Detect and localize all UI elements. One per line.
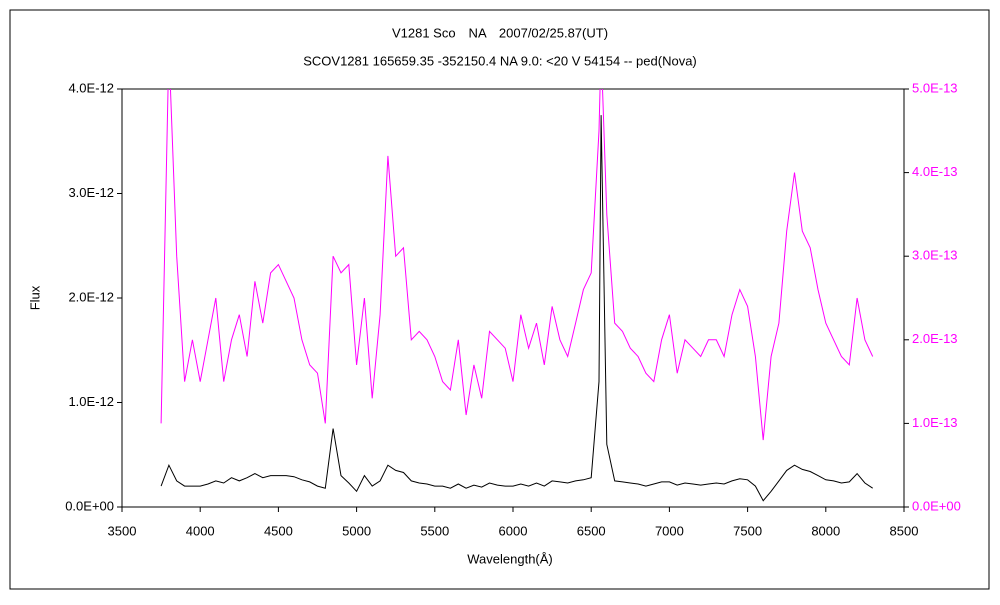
x-tick-label: 7500: [733, 523, 762, 538]
x-tick-label: 4500: [264, 523, 293, 538]
x-tick-label: 3500: [108, 523, 137, 538]
x-tick-label: 6500: [577, 523, 606, 538]
y2-tick-label: 3.0E-13: [912, 248, 958, 263]
x-tick-label: 6000: [499, 523, 528, 538]
series-line: [160, 115, 873, 502]
chart-subtitle: SCOV1281 165659.35 -352150.4 NA 9.0: <20…: [303, 53, 697, 68]
x-tick-label: 5000: [342, 523, 371, 538]
y2-tick-label: 0.0E+00: [912, 498, 961, 513]
y2-tick-label: 4.0E-13: [912, 164, 958, 179]
y-tick-label: 0.0E+00: [65, 498, 114, 513]
y-tick-label: 1.0E-12: [68, 394, 114, 409]
y-tick-label: 2.0E-12: [68, 289, 114, 304]
x-tick-label: 8500: [890, 523, 919, 538]
x-tick-label: 8000: [811, 523, 840, 538]
y2-tick-label: 1.0E-13: [912, 415, 958, 430]
y2-tick-label: 2.0E-13: [912, 331, 958, 346]
chart-title: V1281 Sco NA 2007/02/25.87(UT): [392, 25, 608, 40]
series-line: [160, 89, 874, 441]
y-tick-label: 3.0E-12: [68, 185, 114, 200]
plot-area: [121, 88, 905, 508]
x-axis-label: Wavelength(Å): [467, 551, 553, 566]
x-tick-label: 7000: [655, 523, 684, 538]
plot-lines: [160, 89, 874, 502]
x-tick-label: 5500: [420, 523, 449, 538]
x-tick-label: 4000: [186, 523, 215, 538]
y-axis-label: Flux: [27, 285, 42, 310]
y2-tick-label: 5.0E-13: [912, 80, 958, 95]
y-tick-label: 4.0E-12: [68, 80, 114, 95]
